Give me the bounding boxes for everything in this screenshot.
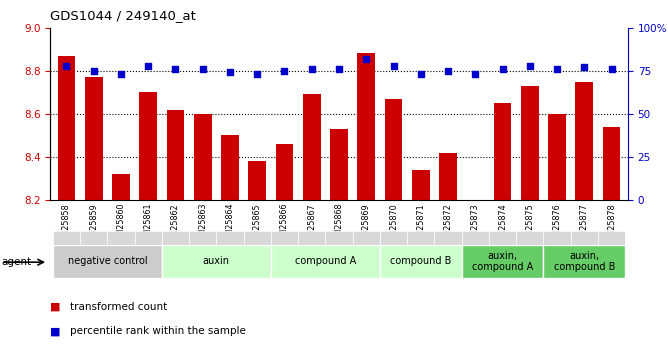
Bar	[570, 231, 598, 245]
Bar	[380, 245, 462, 278]
Text: auxin,
compound B: auxin, compound B	[554, 250, 615, 272]
Text: auxin: auxin	[203, 256, 230, 266]
Bar	[303, 95, 321, 345]
Point	[388, 63, 399, 68]
Point	[116, 71, 126, 77]
Point	[197, 66, 208, 72]
Bar	[548, 114, 566, 345]
Bar	[162, 231, 189, 245]
Bar	[57, 56, 75, 345]
Bar	[108, 231, 134, 245]
Bar	[134, 231, 162, 245]
Point	[415, 71, 426, 77]
Bar	[353, 231, 380, 245]
Bar	[53, 245, 162, 278]
Text: GDS1044 / 249140_at: GDS1044 / 249140_at	[50, 9, 196, 22]
Point	[170, 66, 181, 72]
Point	[579, 65, 590, 70]
Bar	[462, 231, 489, 245]
Bar	[434, 231, 462, 245]
Bar	[407, 231, 434, 245]
Point	[552, 66, 562, 72]
Bar	[248, 161, 266, 345]
Bar	[489, 231, 516, 245]
Point	[61, 63, 71, 68]
Bar	[80, 231, 108, 245]
Bar	[439, 152, 457, 345]
Point	[252, 71, 263, 77]
Bar	[598, 231, 625, 245]
Point	[524, 63, 535, 68]
Bar	[221, 135, 239, 345]
Point	[607, 66, 617, 72]
Text: compound B: compound B	[390, 256, 452, 266]
Bar	[112, 174, 130, 345]
Bar	[298, 231, 325, 245]
Bar	[189, 231, 216, 245]
Point	[224, 70, 235, 75]
Point	[361, 56, 371, 61]
Bar	[385, 99, 402, 345]
Bar	[462, 245, 544, 278]
Bar	[330, 129, 348, 345]
Bar	[521, 86, 538, 345]
Bar	[140, 92, 157, 345]
Text: auxin,
compound A: auxin, compound A	[472, 250, 533, 272]
Bar	[216, 231, 244, 245]
Bar	[380, 231, 407, 245]
Point	[143, 63, 154, 68]
Bar	[53, 231, 80, 245]
Bar	[244, 231, 271, 245]
Bar	[276, 144, 293, 345]
Text: compound A: compound A	[295, 256, 356, 266]
Bar	[85, 77, 103, 345]
Bar	[325, 231, 353, 245]
Point	[443, 68, 454, 73]
Text: negative control: negative control	[67, 256, 147, 266]
Point	[279, 68, 290, 73]
Bar	[575, 81, 593, 345]
Bar	[412, 170, 430, 345]
Bar	[166, 109, 184, 345]
Bar	[603, 127, 621, 345]
Text: percentile rank within the sample: percentile rank within the sample	[70, 326, 246, 336]
Bar	[544, 231, 570, 245]
Bar	[271, 231, 298, 245]
Point	[88, 68, 99, 73]
Text: transformed count: transformed count	[70, 302, 168, 312]
Bar	[466, 200, 484, 345]
Bar	[544, 245, 625, 278]
Bar	[271, 245, 380, 278]
Text: ■: ■	[50, 302, 61, 312]
Bar	[162, 245, 271, 278]
Text: agent: agent	[1, 257, 31, 267]
Bar	[357, 53, 375, 345]
Point	[307, 66, 317, 72]
Bar	[516, 231, 544, 245]
Point	[497, 66, 508, 72]
Text: ■: ■	[50, 326, 61, 336]
Point	[470, 71, 481, 77]
Bar	[194, 114, 212, 345]
Point	[334, 66, 345, 72]
Bar	[494, 103, 512, 345]
